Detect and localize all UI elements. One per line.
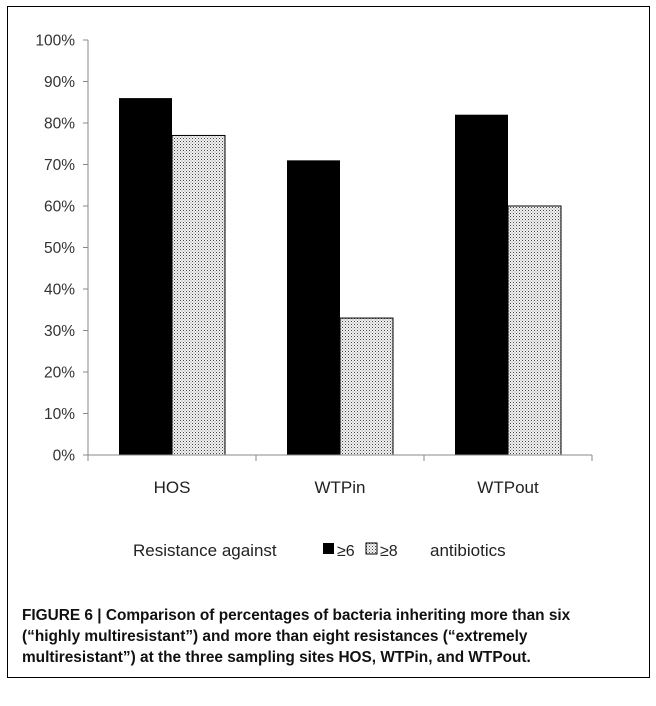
bar-ge6-wtpin [287,160,340,455]
legend-swatch-ge8 [365,542,378,555]
legend: Resistance against ≥6 ≥8 antibiotics [133,541,506,560]
y-tick-label: 50% [44,240,75,257]
legend-label-ge8: ≥8 [380,543,398,560]
caption-text: Comparison of percentages of bacteria in… [22,607,571,666]
x-tick-label: WTPin [315,478,366,497]
y-tick-label: 90% [44,74,75,91]
x-tick-label: WTPout [477,478,539,497]
bar-ge8-hos [171,134,226,456]
y-tick-label: 40% [44,282,75,299]
bar-ge8-wtpout [507,205,562,456]
y-tick-label: 20% [44,365,75,382]
y-tick-label: 70% [44,157,75,174]
bar-ge6-hos [119,98,172,455]
y-tick-label: 100% [35,33,75,50]
bars [119,98,562,456]
legend-suffix: antibiotics [430,541,506,560]
legend-swatch-ge6 [323,543,334,554]
figure-caption: FIGURE 6 | Comparison of percentages of … [22,605,622,668]
x-axis: HOS WTPin WTPout [87,454,593,497]
caption-divider [7,677,650,678]
x-tick-label: HOS [154,478,191,497]
bar-ge8-wtpin [339,317,394,456]
y-axis: 0% 10% 20% 30% 40% 50% 60% 70% 80% 90% 100% [35,33,89,465]
caption-label: FIGURE 6 | [22,607,106,624]
y-tick-label: 0% [53,448,76,465]
legend-prefix: Resistance against [133,541,277,560]
bar-ge6-wtpout [455,114,508,455]
legend-label-ge6: ≥6 [337,543,355,560]
y-tick-label: 30% [44,323,75,340]
y-tick-label: 60% [44,199,75,216]
figure-frame [7,6,650,678]
y-tick-label: 10% [44,406,75,423]
bar-chart: 0% 10% 20% 30% 40% 50% 60% 70% 80% 90% 100% HOS WTP… [35,33,593,560]
y-tick-label: 80% [44,116,75,133]
